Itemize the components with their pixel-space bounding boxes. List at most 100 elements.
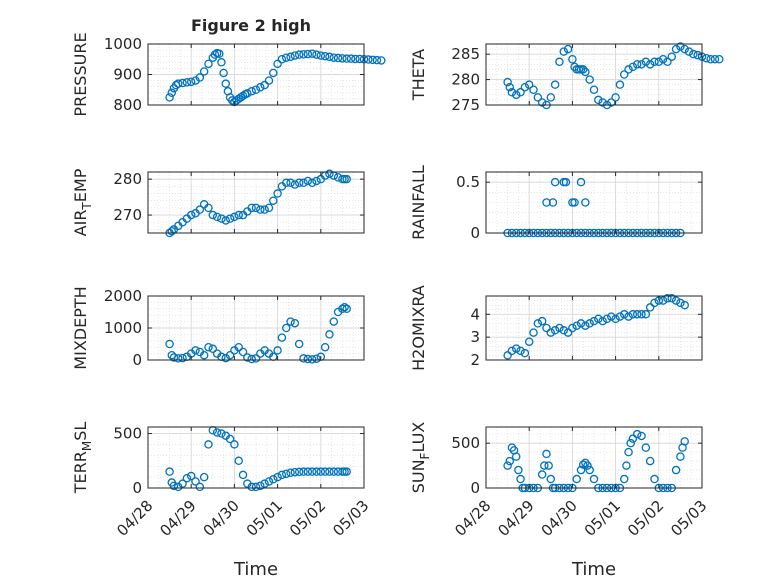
data-point — [689, 49, 698, 59]
data-point — [676, 452, 685, 461]
data-point — [251, 85, 261, 95]
data-point — [269, 68, 278, 78]
x-tick-label: 05/01 — [581, 497, 624, 540]
data-point — [654, 57, 664, 67]
data-point — [225, 214, 235, 223]
data-point — [247, 482, 256, 492]
data-point — [622, 461, 631, 470]
data-point — [290, 180, 300, 189]
data-point — [516, 346, 525, 356]
data-point — [303, 354, 313, 364]
subplot-air_temp: 270 280 AIRTEMP — [71, 168, 365, 238]
y-label-suffix: LUX — [409, 422, 428, 453]
data-point — [277, 333, 287, 342]
data-point — [204, 342, 213, 352]
data-point — [611, 93, 620, 102]
data-point — [676, 298, 685, 308]
y-tick-label: 0 — [132, 479, 142, 497]
data-point — [615, 80, 625, 89]
data-point — [355, 54, 364, 64]
data-point — [340, 302, 349, 312]
data-point — [594, 314, 603, 324]
y-tick-label: 285 — [451, 45, 480, 63]
data-point — [520, 348, 530, 358]
data-point — [628, 310, 638, 319]
x-tick-label: 05/01 — [243, 497, 286, 540]
data-point — [676, 42, 685, 51]
data-point — [167, 88, 177, 98]
data-point — [277, 55, 287, 64]
data-point — [320, 467, 330, 476]
data-point — [225, 350, 235, 360]
data-point — [680, 44, 689, 54]
data-point — [570, 198, 579, 207]
data-point — [542, 323, 551, 333]
data-point — [281, 178, 291, 188]
y-tick-label: 900 — [113, 66, 142, 84]
data-point — [273, 59, 282, 69]
data-point — [286, 52, 295, 62]
data-point — [615, 312, 625, 321]
y-tick-label: 275 — [451, 96, 480, 114]
data-point — [191, 346, 200, 355]
y-label-suffix: SL — [71, 422, 90, 441]
data-point — [269, 475, 278, 484]
data-point — [628, 434, 638, 443]
data-point — [520, 82, 530, 92]
data-point — [507, 346, 517, 356]
data-point — [581, 198, 590, 207]
data-point — [307, 49, 317, 59]
data-point — [572, 321, 581, 330]
data-point — [607, 98, 616, 107]
data-point — [542, 449, 551, 459]
data-point — [320, 342, 330, 352]
data-point — [247, 354, 256, 364]
data-point — [195, 482, 205, 492]
x-tick-label: 04/29 — [494, 497, 537, 540]
data-point — [550, 177, 560, 187]
y-tick-label: 1000 — [104, 319, 142, 337]
data-point — [178, 479, 187, 488]
data-point — [342, 304, 351, 314]
data-point — [576, 465, 586, 475]
data-point — [503, 77, 512, 87]
y-tick-label: 2000 — [104, 287, 142, 305]
data-point — [338, 54, 347, 63]
data-point — [637, 310, 646, 319]
data-point — [576, 319, 586, 328]
data-point — [225, 434, 235, 444]
y-tick-label: 500 — [113, 425, 142, 443]
data-point — [576, 177, 586, 187]
data-point — [684, 47, 694, 56]
data-point — [589, 85, 599, 95]
series-points — [165, 48, 386, 107]
data-point — [243, 89, 252, 98]
data-point — [186, 471, 196, 481]
x-tick-label: 05/02 — [624, 497, 667, 540]
data-point — [537, 316, 547, 326]
data-point — [377, 56, 386, 65]
data-point — [680, 300, 689, 310]
data-point — [342, 174, 351, 184]
data-point — [173, 79, 183, 88]
y-axis-label: AIRTEMP — [71, 168, 94, 236]
y-tick-label: 0 — [470, 479, 480, 497]
data-point — [230, 212, 239, 222]
data-point — [364, 55, 373, 64]
data-point — [281, 469, 291, 479]
data-point — [273, 472, 282, 482]
data-point — [256, 481, 265, 491]
y-label-subscript: T — [80, 202, 94, 211]
data-point — [585, 75, 594, 84]
y-tick-label: 280 — [113, 170, 142, 188]
data-point — [632, 310, 642, 319]
data-point — [217, 58, 226, 67]
data-point — [581, 67, 590, 77]
data-point — [178, 353, 187, 363]
data-point — [561, 177, 571, 187]
data-point — [217, 214, 226, 223]
data-point — [221, 216, 231, 225]
data-point — [294, 50, 304, 59]
data-point — [628, 62, 638, 72]
data-point — [505, 456, 515, 466]
